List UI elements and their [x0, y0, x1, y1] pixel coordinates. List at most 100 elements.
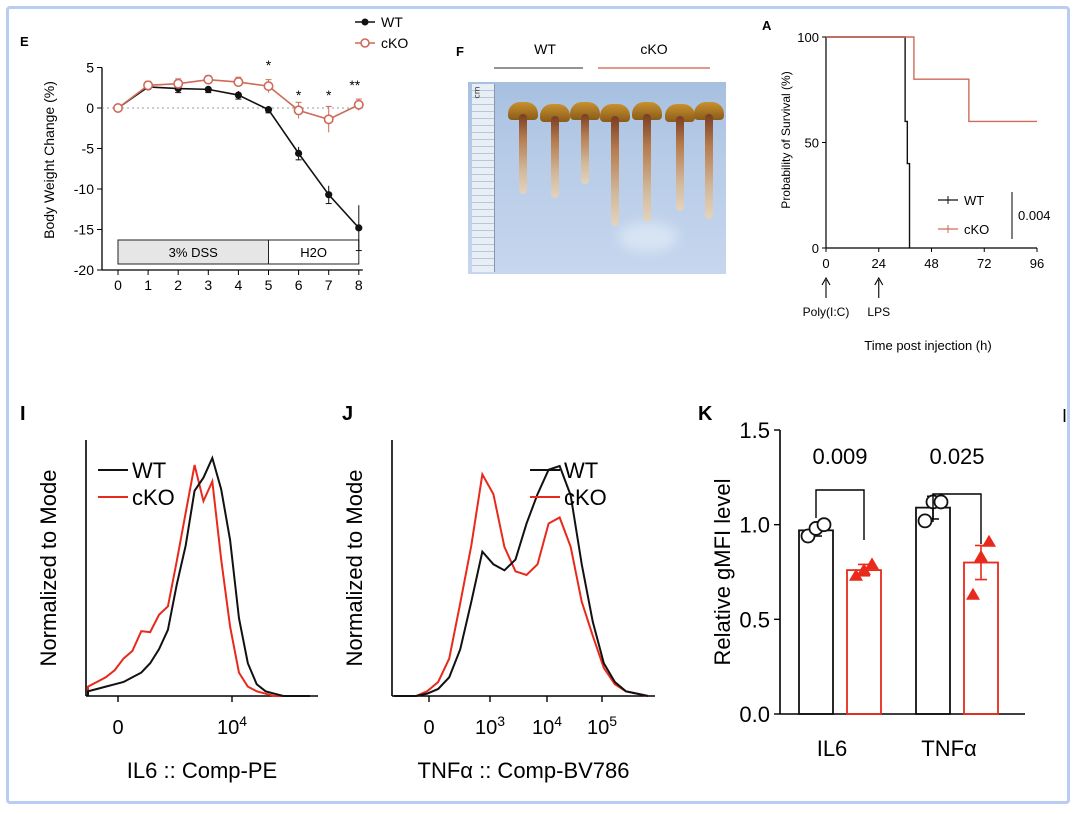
k-point-wt: [917, 513, 933, 529]
k-y-tick-label: 1.0: [739, 513, 770, 538]
k-pvalue: 0.025: [929, 444, 984, 469]
colon-segment: [519, 114, 527, 194]
e-point-cko: [203, 74, 214, 85]
colon-cecum: [540, 104, 570, 122]
k-y-tick-label: 1.5: [739, 418, 770, 443]
colon-photo: cm: [468, 82, 726, 274]
e-x-tick-label: 3: [204, 277, 212, 293]
k-point-wt: [933, 494, 949, 510]
e-y-label: Body Weight Change (%): [41, 81, 57, 239]
e-point-cko: [263, 81, 274, 92]
e-x-tick-label: 2: [174, 277, 182, 293]
a-y-label: Probability of Survival (%): [779, 71, 793, 208]
e-point-wt: [204, 85, 212, 93]
e-y-tick-label: 5: [86, 60, 94, 76]
k-bar-WT: [798, 529, 834, 715]
a-arrow-head: [821, 276, 831, 286]
ruler-label: cm: [472, 86, 482, 99]
e-point-cko: [293, 105, 304, 116]
f-wt-label: WT: [534, 41, 556, 57]
e-point-cko: [173, 78, 184, 89]
colon-segment: [676, 116, 684, 211]
e-point-wt: [295, 149, 303, 157]
k-significance-bracket: [932, 493, 982, 544]
hist-curve-cKO: [394, 471, 649, 697]
e-significance-star: *: [296, 87, 302, 103]
panel-corner-letter: I: [1062, 406, 1067, 426]
e-y-tick-label: -5: [82, 141, 95, 157]
panel-f-header: F WT cKO: [456, 41, 710, 69]
a-pvalue: 0.004: [1018, 208, 1051, 223]
hist-y-label: Normalized to Mode: [36, 470, 61, 667]
hist-legend-label-cKO: cKO: [132, 485, 175, 510]
panel-k-chart: K I 1.5 1.0 0.5 0.0 Relative gMFI level IL6 0.00…: [698, 403, 1067, 761]
e-point-cko: [353, 99, 364, 110]
e-x-tick-label: 5: [265, 277, 273, 293]
a-legend-label-cko: cKO: [964, 222, 989, 237]
k-point-cko: [857, 563, 871, 576]
a-x-tick-label: 0: [822, 256, 829, 271]
a-injection-label: LPS: [867, 305, 890, 319]
k-y-tick-label: 0.5: [739, 607, 770, 632]
panel-e-letter: E: [20, 34, 29, 49]
hist-x-label: IL6 :: Comp-PE: [127, 758, 277, 783]
k-bar-cKO: [846, 569, 882, 715]
photo-glare: [618, 222, 678, 252]
a-y-tick-label: 100: [797, 30, 819, 45]
hist-x-tick-label: 104: [217, 713, 247, 739]
e-x-tick-label: 7: [325, 277, 333, 293]
a-legend-label-wt: WT: [964, 193, 984, 208]
f-cko-label: cKO: [640, 41, 667, 57]
k-significance-bracket: [815, 489, 865, 540]
colon-cecum: [665, 104, 695, 122]
hist-curve-WT: [87, 455, 310, 697]
k-pvalue: 0.009: [812, 444, 867, 469]
ruler-icon: [472, 84, 495, 272]
hist-y-label: Normalized to Mode: [342, 470, 367, 667]
k-point-cko: [982, 534, 996, 547]
hist-curve-WT: [394, 464, 649, 697]
e-dss-label: 3% DSS: [169, 245, 218, 260]
e-significance-star: *: [326, 87, 332, 103]
e-x-tick-label: 6: [295, 277, 303, 293]
e-y-tick-label: -15: [74, 222, 94, 238]
a-survival-curve-WT: [826, 36, 911, 248]
e-point-wt: [325, 191, 333, 199]
k-bar-cKO: [963, 561, 999, 715]
colon-segment: [581, 114, 589, 184]
e-x-tick-label: 1: [144, 277, 152, 293]
a-x-label: Time post injection (h): [864, 338, 991, 353]
e-x-tick-label: 8: [355, 277, 363, 293]
panel-a-letter: A: [762, 18, 772, 33]
e-significance-star: *: [266, 57, 272, 73]
e-point-cko: [113, 103, 124, 114]
figure-frame: [6, 6, 1070, 804]
hist-legend-label-WT: WT: [564, 458, 598, 483]
a-y-tick-label: 50: [805, 136, 819, 151]
colon-cecum: [508, 102, 538, 120]
hist-x-label: TNFα :: Comp-BV786: [418, 758, 630, 783]
hist-legend-label-cKO: cKO: [564, 485, 607, 510]
e-legend-marker-cko: [360, 38, 370, 48]
e-y-tick-label: -20: [74, 262, 94, 278]
hist-x-tick-label: 0: [423, 717, 434, 739]
hist-x-tick-label: 103: [475, 713, 505, 739]
e-significance-star: **: [349, 77, 360, 93]
panel-e-chart: E 5 0 -5 -10 -15 -20 0 1 2 3 4 5 6 7 8 Body Weight Chang…: [20, 14, 408, 293]
e-legend-marker-wt: [361, 18, 369, 26]
e-x-tick-label: 0: [114, 277, 122, 293]
e-point-cko: [323, 114, 334, 125]
panel-i-letter: I: [20, 403, 26, 425]
k-point-cko: [966, 587, 980, 600]
a-survival-curve-cKO: [826, 36, 1037, 123]
e-legend-label-wt: WT: [381, 14, 403, 30]
k-category-label: TNFα: [921, 736, 977, 761]
hist-curve-cKO: [87, 464, 310, 697]
panel-f-letter: F: [456, 44, 464, 59]
panel-a-chart: A 100 50 00 24 48 72 96 Probability of Survival …: [762, 18, 1051, 353]
colon-segment: [551, 116, 559, 198]
a-x-tick-label: 48: [924, 256, 938, 271]
colon-cecum: [632, 102, 662, 120]
